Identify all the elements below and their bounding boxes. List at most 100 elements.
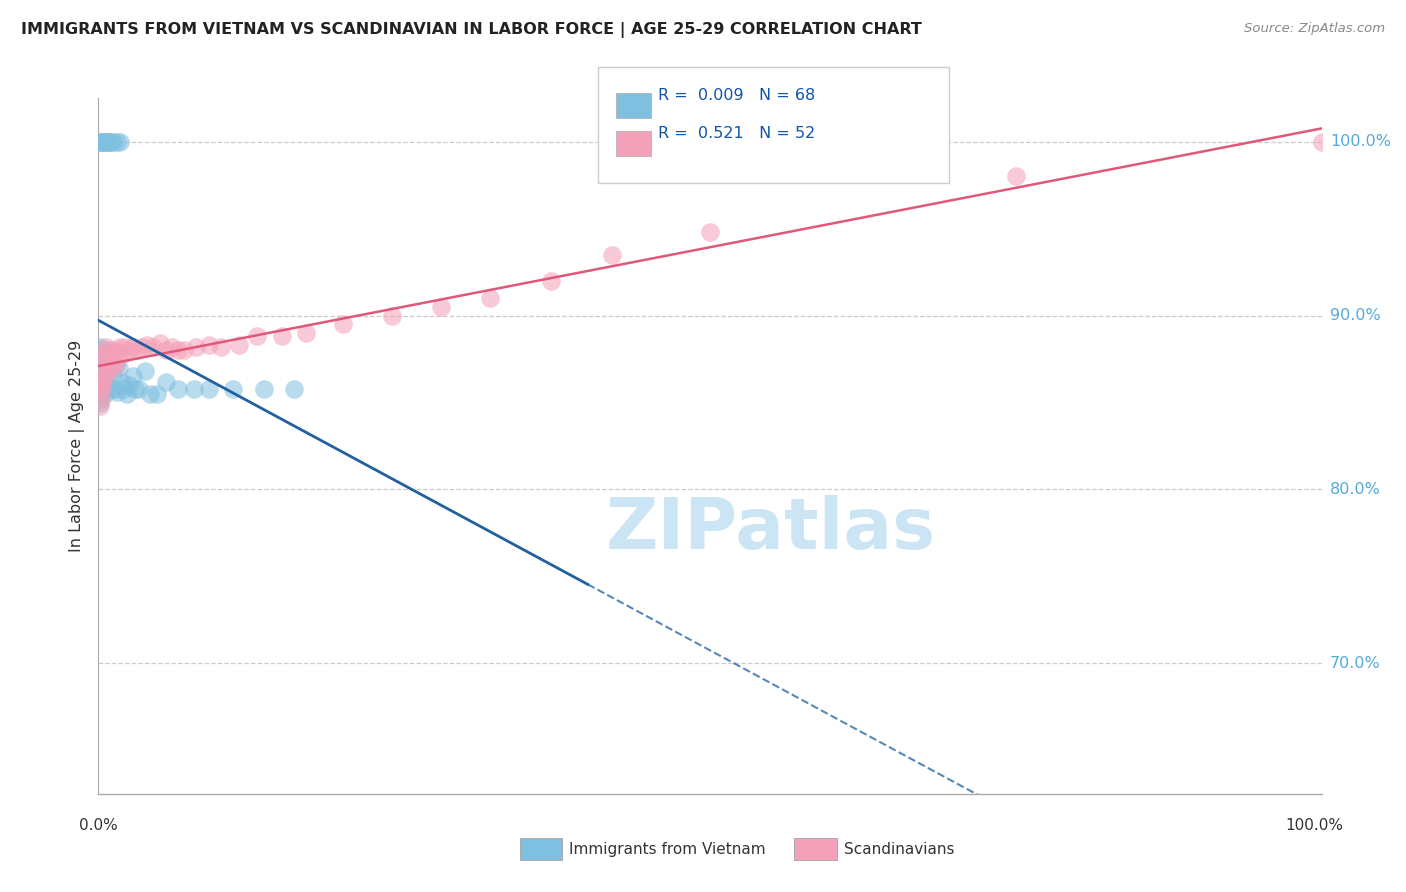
Point	[101, 382, 124, 396]
Text: Source: ZipAtlas.com: Source: ZipAtlas.com	[1244, 22, 1385, 36]
Point	[90, 375, 112, 389]
Point	[197, 338, 219, 352]
Point	[111, 375, 134, 389]
Point	[90, 343, 112, 358]
Point	[104, 357, 127, 371]
Point	[89, 386, 111, 401]
Point	[91, 360, 114, 375]
Point	[96, 351, 118, 366]
Point	[139, 386, 162, 401]
Point	[103, 347, 125, 361]
Point	[209, 340, 232, 354]
Point	[101, 369, 124, 384]
Point	[131, 340, 153, 354]
Point	[105, 385, 128, 400]
Point	[128, 382, 150, 396]
Point	[430, 300, 453, 314]
Point	[96, 135, 118, 149]
Point	[699, 225, 721, 239]
Point	[89, 360, 111, 375]
Point	[540, 274, 562, 288]
Point	[89, 366, 111, 380]
Point	[93, 386, 115, 401]
Point	[89, 135, 111, 149]
Point	[121, 369, 143, 384]
Point	[101, 135, 124, 149]
Point	[155, 343, 177, 358]
Point	[121, 340, 143, 354]
Point	[90, 392, 112, 406]
Point	[270, 329, 294, 343]
Point	[94, 378, 117, 392]
Point	[105, 343, 128, 358]
Point	[160, 340, 183, 354]
Point	[100, 357, 122, 371]
Point	[183, 382, 205, 396]
Point	[89, 392, 111, 406]
Point	[186, 340, 208, 354]
Point	[111, 347, 134, 361]
Point	[112, 382, 135, 396]
Point	[115, 386, 138, 401]
Point	[107, 351, 129, 365]
Point	[90, 364, 112, 378]
Point	[91, 375, 114, 389]
Point	[108, 360, 131, 375]
Point	[134, 364, 156, 378]
Text: 90.0%: 90.0%	[1330, 308, 1381, 323]
Point	[89, 382, 111, 396]
Point	[100, 343, 122, 358]
Point	[98, 347, 121, 361]
Point	[90, 135, 112, 149]
Point	[104, 357, 127, 371]
Point	[90, 375, 112, 389]
Point	[93, 368, 115, 382]
Point	[91, 369, 114, 384]
Point	[91, 382, 114, 396]
Y-axis label: In Labor Force | Age 25-29: In Labor Force | Age 25-29	[69, 340, 86, 552]
Point	[110, 135, 132, 149]
Point	[96, 360, 118, 375]
Point	[91, 375, 114, 389]
Text: 0.0%: 0.0%	[79, 818, 118, 832]
Point	[98, 135, 121, 149]
Point	[93, 369, 115, 384]
Point	[136, 338, 159, 352]
Text: 70.0%: 70.0%	[1330, 656, 1381, 671]
Point	[105, 135, 128, 149]
Text: R =  0.009   N = 68: R = 0.009 N = 68	[658, 88, 815, 103]
Point	[97, 343, 120, 358]
Point	[89, 382, 111, 396]
Point	[600, 247, 623, 261]
Point	[332, 317, 354, 331]
Point	[97, 135, 120, 149]
Point	[93, 347, 115, 361]
Point	[100, 135, 122, 149]
Point	[118, 378, 141, 392]
Point	[124, 382, 146, 396]
Point	[167, 382, 190, 396]
Text: 80.0%: 80.0%	[1330, 482, 1381, 497]
Text: Scandinavians: Scandinavians	[844, 842, 955, 856]
Point	[90, 351, 112, 366]
Point	[1310, 135, 1333, 149]
Point	[127, 343, 149, 358]
Point	[222, 382, 245, 396]
Point	[91, 135, 114, 149]
Point	[94, 135, 117, 149]
Point	[295, 326, 318, 340]
Text: Immigrants from Vietnam: Immigrants from Vietnam	[569, 842, 766, 856]
Point	[91, 347, 114, 361]
Text: R =  0.521   N = 52: R = 0.521 N = 52	[658, 127, 815, 141]
Text: IMMIGRANTS FROM VIETNAM VS SCANDINAVIAN IN LABOR FORCE | AGE 25-29 CORRELATION C: IMMIGRANTS FROM VIETNAM VS SCANDINAVIAN …	[21, 22, 922, 38]
Point	[90, 384, 112, 398]
Point	[91, 347, 114, 361]
Point	[89, 340, 111, 354]
Point	[89, 351, 111, 366]
Point	[114, 340, 136, 354]
Text: ZIPatlas: ZIPatlas	[606, 495, 936, 564]
Point	[1004, 169, 1026, 184]
Point	[93, 351, 115, 366]
Point	[91, 351, 114, 366]
Point	[98, 357, 121, 371]
